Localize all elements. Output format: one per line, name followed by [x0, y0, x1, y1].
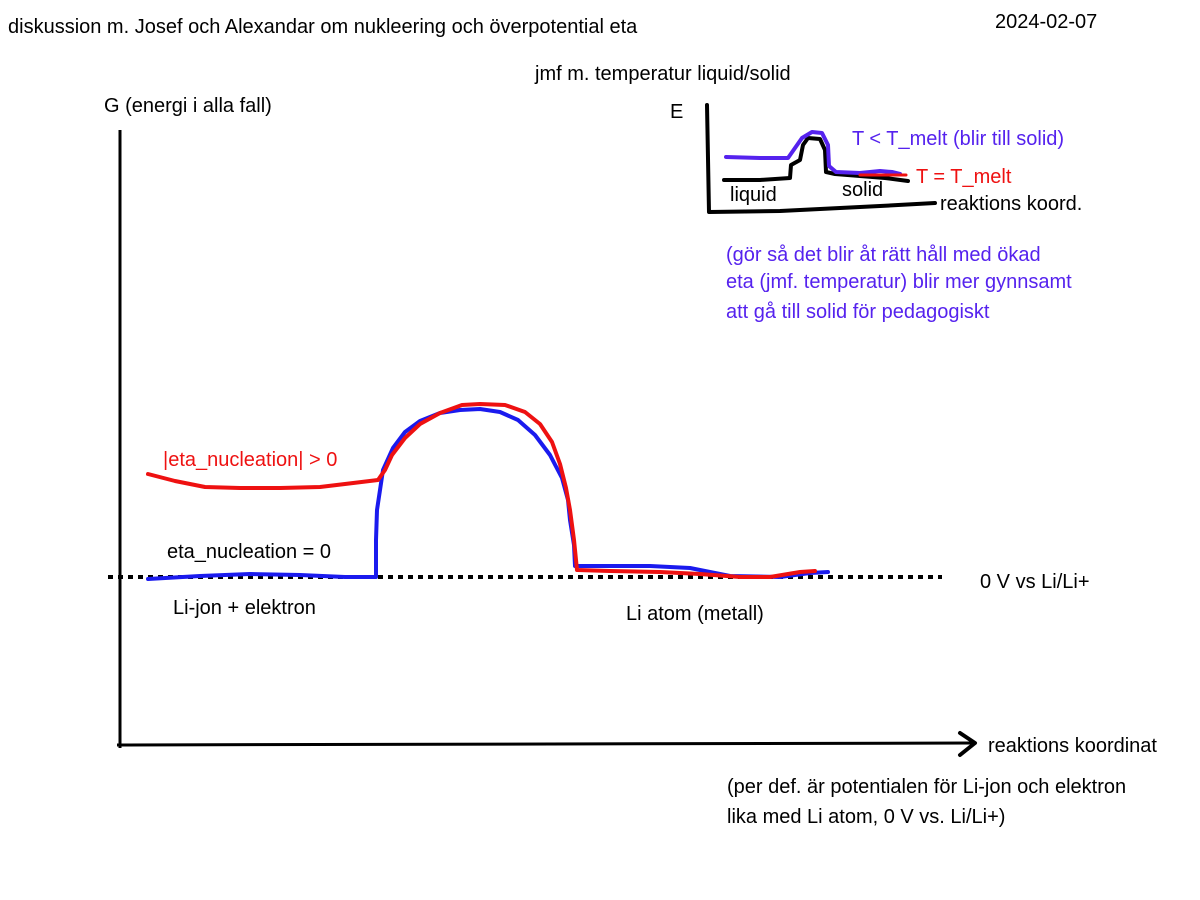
left-state-label: Li-jon + elektron	[173, 597, 316, 619]
baseline-label: 0 V vs Li/Li+	[980, 571, 1090, 593]
page-title: diskussion m. Josef och Alexandar om nuk…	[8, 16, 638, 38]
inset-note-line-2: eta (jmf. temperatur) blir mer gynnsamt	[726, 271, 1072, 293]
y-axis-label: G (energi i alla fall)	[104, 95, 272, 117]
inset-note-line-3: att gå till solid för pedagogiskt	[726, 301, 990, 323]
inset-solid-label: solid	[842, 179, 883, 201]
inset-purple-curve	[724, 130, 902, 176]
inset-red-curve-label: T = T_melt	[916, 166, 1012, 188]
inset-y-axis-label: E	[670, 101, 683, 123]
x-axis	[116, 741, 976, 747]
x-axis-label: reaktions koordinat	[988, 735, 1157, 757]
right-state-label: Li atom (metall)	[626, 603, 764, 625]
blue-energy-curve	[146, 407, 830, 581]
inset-purple-curve-label: T < T_melt (blir till solid)	[852, 128, 1064, 150]
blue-curve-label: eta_nucleation = 0	[167, 541, 331, 563]
footnote-line-2: lika med Li atom, 0 V vs. Li/Li+)	[727, 806, 1005, 828]
inset-black-curve	[722, 136, 910, 183]
inset-liquid-label: liquid	[730, 184, 777, 206]
red-energy-curve	[146, 402, 817, 579]
inset-caption: jmf m. temperatur liquid/solid	[534, 63, 791, 85]
footnote-line-1: (per def. är potentialen för Li-jon och …	[727, 776, 1126, 798]
date-label: 2024-02-07	[995, 11, 1097, 33]
red-curve-label: |eta_nucleation| > 0	[163, 449, 337, 471]
inset-x-axis-label: reaktions koord.	[940, 193, 1082, 215]
inset-axes	[705, 103, 937, 214]
inset-note-line-1: (gör så det blir åt rätt håll med ökad	[726, 244, 1041, 266]
x-axis-arrowhead	[958, 731, 977, 757]
